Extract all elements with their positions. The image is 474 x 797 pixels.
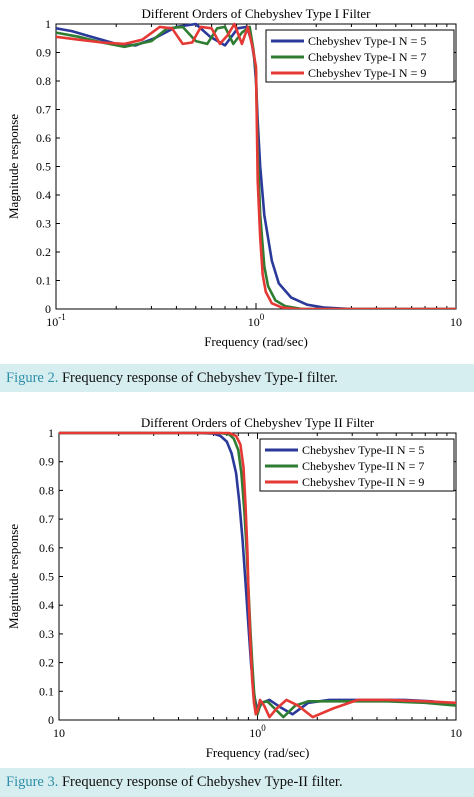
x-tick-label: 10	[450, 726, 462, 740]
x-tick-label: 10	[450, 315, 462, 329]
y-tick-label: 0.1	[39, 684, 54, 698]
y-tick-label: 0	[48, 713, 54, 727]
legend-entry: Chebyshev Type-II N = 7	[302, 459, 424, 473]
chart-title: Different Orders of Chebyshev Type I Fil…	[142, 6, 372, 21]
figure-label: Figure 2.	[6, 370, 59, 386]
chart-type-i: Different Orders of Chebyshev Type I Fil…	[6, 6, 462, 349]
chart-title: Different Orders of Chebyshev Type II Fi…	[141, 415, 375, 430]
y-tick-label: 0.5	[36, 160, 51, 174]
legend-entry: Chebyshev Type-I N = 5	[308, 34, 426, 48]
y-tick-label: 0.9	[36, 46, 51, 60]
figure-caption-type-ii: Figure 3. Frequency response of Chebyshe…	[0, 768, 474, 797]
legend-entry: Chebyshev Type-II N = 9	[302, 475, 424, 489]
series-line-3	[59, 431, 456, 719]
y-tick-label: 0.7	[36, 103, 51, 117]
x-tick-label: 10-1	[46, 312, 66, 329]
legend-entry: Chebyshev Type-II N = 5	[302, 443, 424, 457]
y-tick-label: 0.7	[39, 512, 54, 526]
legend: Chebyshev Type-II N = 5 Chebyshev Type-II…	[259, 438, 455, 492]
y-tick-label: 1	[45, 17, 51, 31]
y-tick-label: 0.4	[39, 598, 54, 612]
y-tick-label: 0	[45, 302, 51, 316]
legend-entry: Chebyshev Type-I N = 9	[308, 66, 426, 80]
y-tick-label: 0.8	[36, 74, 51, 88]
y-axis-label: Magnitude response	[6, 114, 21, 219]
y-tick-label: 0.2	[36, 245, 51, 259]
y-tick-label: 0.1	[36, 274, 51, 288]
y-tick-label: 0.6	[39, 541, 54, 555]
figure-caption-text: Frequency response of Chebyshev Type-I f…	[58, 370, 338, 386]
y-tick-label: 0.8	[39, 483, 54, 497]
chart-type-ii: Different Orders of Chebyshev Type II Fi…	[6, 415, 462, 760]
y-axis-label: Magnitude response	[6, 524, 21, 629]
y-tick-label: 0.2	[39, 656, 54, 670]
y-tick-label: 0.6	[36, 131, 51, 145]
y-tick-label: 0.4	[36, 188, 51, 202]
series-line-3	[56, 22, 456, 309]
series-group	[56, 22, 456, 309]
x-tick-label: 100	[249, 723, 266, 740]
y-tick-label: 1	[48, 426, 54, 440]
x-axis-label: Frequency (rad/sec)	[206, 745, 310, 760]
legend: Chebyshev Type-I N = 5 Chebyshev Type-I N…	[265, 29, 455, 83]
x-tick-label: 100	[248, 312, 265, 329]
figure-caption-type-i: Figure 2. Frequency response of Chebyshe…	[0, 364, 474, 392]
figure-caption-text: Frequency response of Chebyshev Type-II …	[58, 774, 343, 790]
y-tick-label: 0.3	[39, 627, 54, 641]
y-tick-label: 0.9	[39, 455, 54, 469]
legend-entry: Chebyshev Type-I N = 7	[308, 50, 426, 64]
figure-label: Figure 3.	[6, 774, 59, 790]
y-tick-label: 0.5	[39, 570, 54, 584]
series-group	[59, 431, 456, 719]
x-axis-label: Frequency (rad/sec)	[204, 334, 308, 349]
x-tick-label: 10	[53, 726, 65, 740]
y-tick-label: 0.3	[36, 217, 51, 231]
